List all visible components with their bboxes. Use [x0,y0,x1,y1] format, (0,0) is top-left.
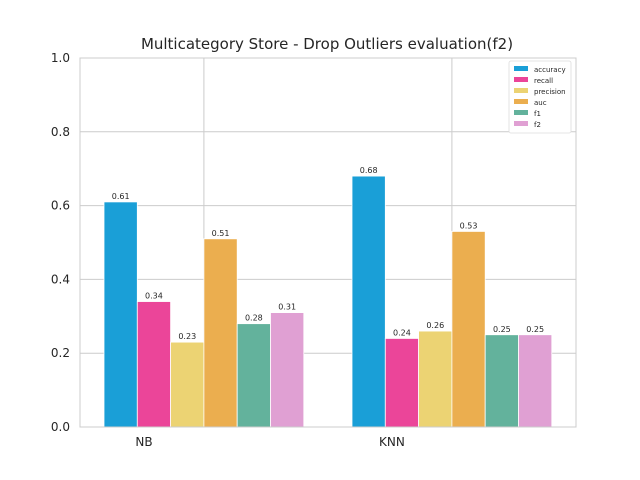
data-label-f1: 0.25 [493,325,511,334]
bar-precision [418,330,453,428]
bar-accuracy [351,175,386,428]
data-label-f1: 0.28 [245,314,263,323]
legend-swatch-recall [514,77,528,82]
bar-recall [384,338,419,428]
legend-swatch-f2 [514,121,528,126]
chart-title: Multicategory Store - Drop Outliers eval… [141,35,513,53]
bar-f1 [484,334,519,428]
y-tick-label: 0.4 [51,272,70,286]
y-axis-ticks: 0.0 0.2 0.4 0.6 0.8 1.0 [51,51,70,434]
data-label-precision: 0.23 [178,332,196,341]
bar-accuracy [103,201,138,428]
legend-swatch-precision [514,88,528,93]
legend-label-recall: recall [534,77,553,85]
x-tick-label: NB [135,435,152,449]
bar-f2 [270,312,305,428]
bar-auc [203,238,238,428]
data-label-f2: 0.25 [526,325,544,334]
bar-f2 [518,334,553,428]
y-tick-label: 0.6 [51,199,70,213]
bars [103,175,553,428]
bar-recall [136,301,172,428]
x-tick-label: KNN [379,435,405,449]
legend-swatch-auc [514,99,528,104]
data-label-recall: 0.34 [145,292,163,301]
bar-precision [170,341,205,428]
data-label-accuracy: 0.61 [112,192,130,201]
data-label-auc: 0.51 [212,229,230,238]
legend-swatch-f1 [514,110,528,115]
y-tick-label: 0.2 [51,346,70,360]
x-axis-ticks: NB KNN [135,435,405,449]
legend-label-precision: precision [534,88,566,96]
data-label-precision: 0.26 [426,321,444,330]
y-tick-label: 1.0 [51,51,70,65]
bar-auc [451,231,486,428]
y-tick-label: 0.8 [51,125,70,139]
data-label-accuracy: 0.68 [360,166,378,175]
legend-swatch-accuracy [514,66,528,71]
legend-label-f1: f1 [534,110,541,118]
data-label-f2: 0.31 [278,303,296,312]
bar-f1 [236,323,271,428]
data-label-recall: 0.24 [393,328,411,337]
data-labels: 0.61 0.34 0.23 0.51 0.28 0.31 0.68 0.24 0.26 0.53… [112,166,544,341]
y-tick-label: 0.0 [51,420,70,434]
data-label-auc: 0.53 [460,221,478,230]
legend: accuracy recall precision auc f1 f2 [508,60,572,134]
legend-label-accuracy: accuracy [534,66,566,74]
plot-frame [79,57,577,428]
legend-label-auc: auc [534,99,547,107]
legend-label-f2: f2 [534,121,541,129]
